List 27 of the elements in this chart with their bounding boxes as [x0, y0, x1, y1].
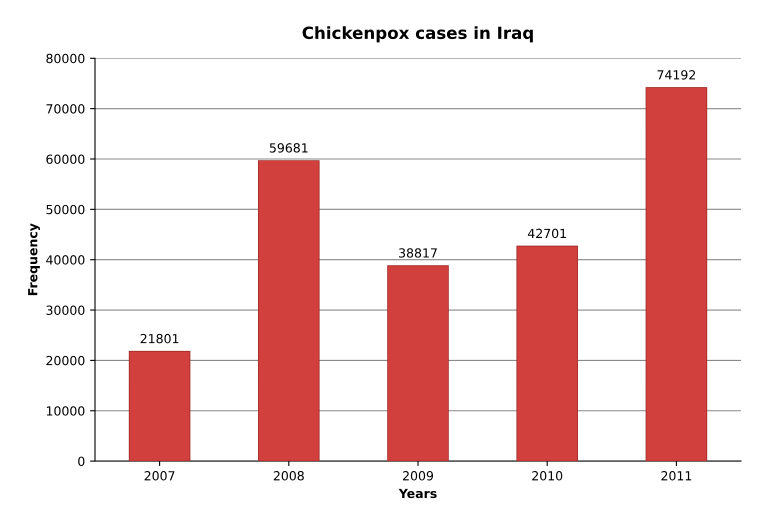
x-tick-label: 2007: [144, 471, 174, 480]
bar: [128, 350, 190, 462]
y-tick-label: 40000: [46, 255, 84, 265]
x-tick-label: 2010: [532, 471, 562, 480]
data-label: 21801: [140, 334, 178, 344]
x-tick-label: 2008: [274, 471, 304, 480]
y-tick-label: 30000: [46, 306, 84, 315]
x-axis-title: Years: [398, 488, 437, 498]
data-label: 38817: [399, 248, 437, 258]
data-label: 74192: [658, 70, 696, 80]
data-label: 59681: [270, 143, 308, 153]
y-tick-label: 70000: [46, 104, 84, 114]
y-tick-label: 50000: [46, 204, 84, 214]
y-tick-label: 80000: [46, 54, 84, 64]
y-tick-label: 20000: [46, 356, 84, 366]
y-tick-label: 60000: [46, 154, 84, 164]
x-tick-label: 2011: [661, 471, 692, 480]
y-tick-label: 0: [78, 456, 84, 466]
y-axis-title: Frequency: [28, 223, 40, 296]
bar: [516, 246, 578, 462]
y-tick-label: 10000: [46, 406, 84, 416]
bar: [258, 160, 320, 462]
data-label: 42701: [528, 228, 566, 238]
bar: [387, 265, 449, 462]
bar: [646, 87, 708, 462]
chart-title: Chickenpox cases in Iraq: [302, 26, 533, 42]
x-tick-label: 2009: [403, 471, 434, 480]
